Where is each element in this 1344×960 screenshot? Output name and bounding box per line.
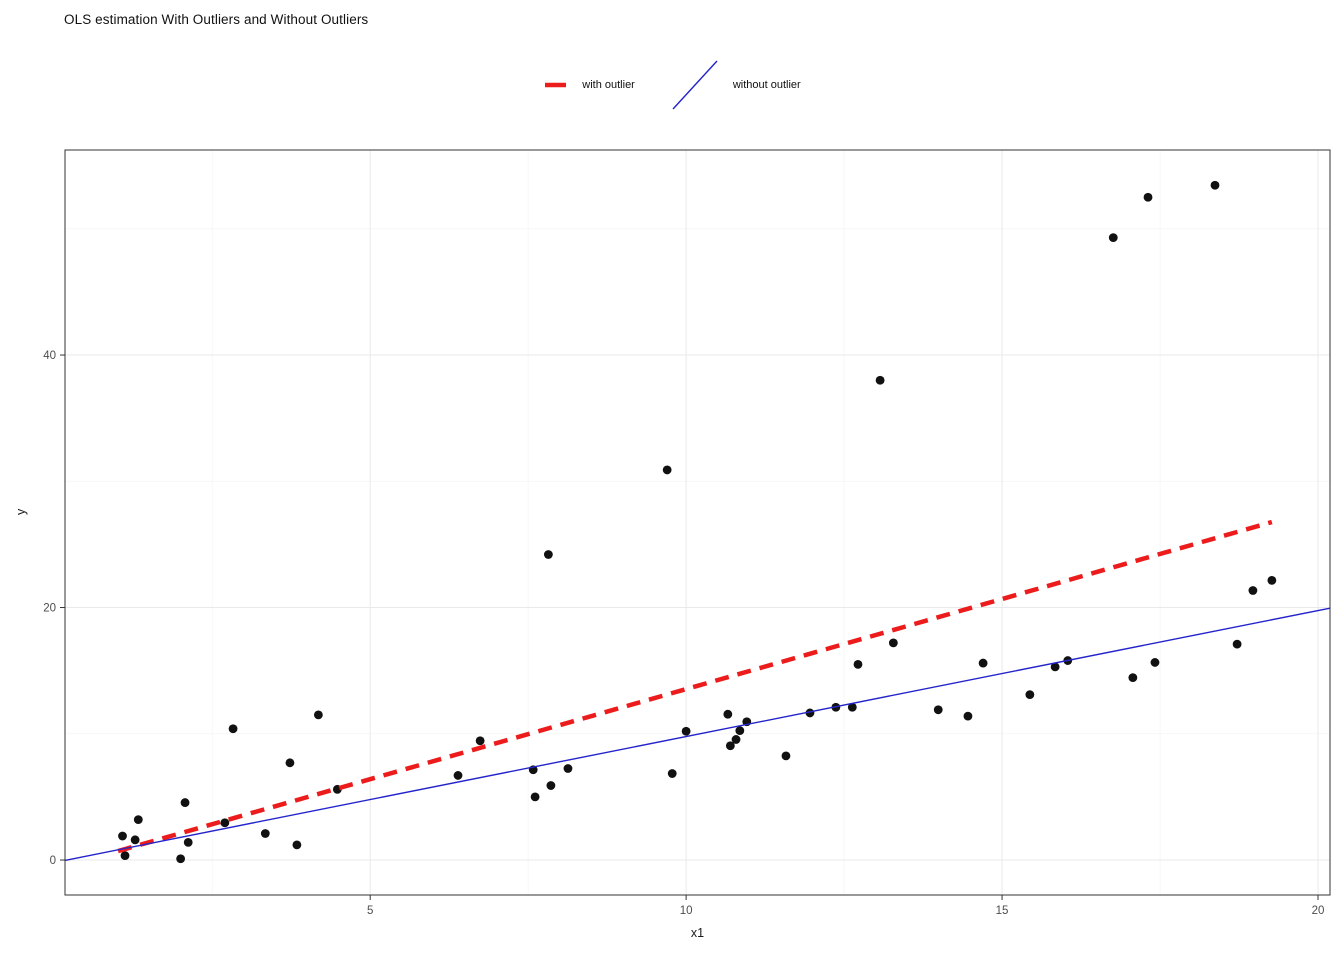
data-point <box>725 741 735 751</box>
data-point <box>853 659 863 669</box>
y-tick-label: 20 <box>43 603 56 615</box>
data-point <box>681 726 691 736</box>
data-point <box>667 769 677 778</box>
data-point <box>176 854 186 864</box>
data-point <box>1143 192 1153 202</box>
y-axis-title: y <box>14 508 28 515</box>
y-tick-label: 0 <box>50 855 56 867</box>
chart-title: OLS estimation With Outliers and Without… <box>64 12 369 27</box>
data-point <box>543 550 553 559</box>
data-point <box>1210 180 1220 190</box>
data-point <box>183 837 193 847</box>
data-point <box>313 710 323 720</box>
data-point <box>1232 639 1242 649</box>
data-point <box>933 705 943 715</box>
data-point <box>563 764 573 773</box>
data-point <box>888 638 898 648</box>
data-point <box>1248 586 1258 595</box>
data-point <box>453 771 463 780</box>
data-point <box>292 840 302 850</box>
data-point <box>475 736 485 746</box>
data-point <box>260 829 270 838</box>
data-point <box>662 465 672 475</box>
regression-line-with-outlier <box>117 519 1273 854</box>
data-point <box>1150 658 1160 667</box>
data-point <box>875 375 885 385</box>
legend: with outlier without outlier <box>0 58 1344 112</box>
data-point <box>530 792 540 802</box>
regression-line-without-outlier <box>64 607 1331 862</box>
data-point <box>1050 662 1060 672</box>
x-tick-label: 10 <box>680 905 693 917</box>
panel-border <box>64 149 1331 896</box>
data-point <box>1128 673 1138 682</box>
data-point <box>735 726 745 736</box>
data-point <box>133 815 143 825</box>
data-point <box>781 751 791 761</box>
x-tick-label: 5 <box>367 905 373 917</box>
data-point <box>1025 690 1035 700</box>
legend-label-with-outlier: with outlier <box>582 79 635 91</box>
data-point <box>220 818 230 828</box>
data-point <box>963 711 973 721</box>
data-point <box>1108 233 1118 243</box>
data-point <box>847 702 857 712</box>
data-point <box>1267 575 1277 585</box>
data-point <box>731 735 741 744</box>
data-point <box>546 781 556 790</box>
legend-key-with-outlier-icon <box>545 82 567 88</box>
data-point <box>180 798 190 807</box>
data-point <box>285 758 295 768</box>
x-axis-title: x1 <box>690 926 705 940</box>
data-point <box>120 851 130 861</box>
data-point <box>723 709 733 719</box>
x-tick-label: 15 <box>996 905 1009 917</box>
data-point <box>978 658 988 668</box>
legend-label-without-outlier: without outlier <box>732 79 801 91</box>
x-tick-label: 20 <box>1312 905 1325 917</box>
data-point <box>130 835 140 845</box>
data-point <box>118 831 127 841</box>
legend-key-without-outlier-icon <box>672 60 718 110</box>
y-tick-label: 40 <box>43 350 56 362</box>
panel-background <box>65 150 1330 895</box>
data-point <box>228 724 238 734</box>
